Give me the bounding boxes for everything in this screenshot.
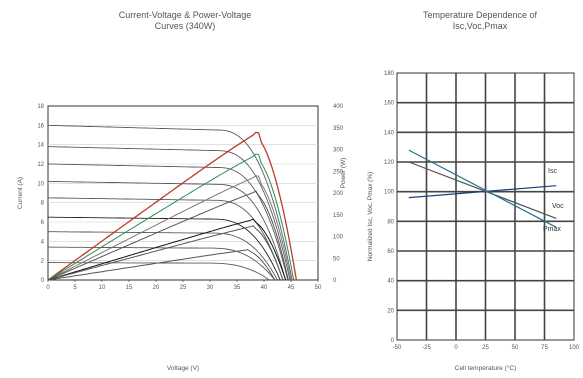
y-tick-label: 0 [391,338,395,344]
series-label-voc: Voc [552,203,564,210]
series-label-pmax: Pmax [543,226,561,233]
y2-tick-label: 400 [333,104,344,110]
x-tick-label: 100 [569,345,580,351]
iv-curve [48,216,281,281]
y2-tick-label: 350 [333,126,344,132]
y-tick-label: 14 [37,143,44,149]
pv-curve [47,249,276,281]
x-axis-label: Cell temperature (°C) [455,364,516,372]
x-tick-label: 75 [541,345,548,351]
y-tick-label: 2 [41,259,45,265]
x-tick-label: 10 [99,285,106,291]
pv-curve [47,153,295,281]
y-tick-label: 4 [41,239,45,245]
y2-tick-label: 100 [333,235,344,241]
y-tick-label: 8 [41,201,45,207]
y-tick-label: 20 [387,308,394,314]
chart-title-temperature: Temperature Dependence of Isc,Voc,Pmax [422,10,538,31]
iv-curve [48,231,278,281]
iv-curve [47,146,291,281]
y2-tick-label: 0 [333,278,337,284]
x-axis-label: Voltage (V) [167,365,199,372]
y-tick-label: 160 [384,101,395,107]
x-tick-label: 5 [73,285,77,291]
y2-axis-label: Power (W) [340,158,347,189]
y2-tick-label: 300 [333,148,344,154]
y-tick-label: 60 [387,249,394,255]
y-tick-label: 18 [37,104,44,110]
y-axis-label: Normalized Isc, Voc, Pmax (%) [367,172,374,262]
y-tick-label: 80 [387,219,394,225]
x-tick-label: 30 [207,285,214,291]
y-axis-label: Current (A) [17,177,24,209]
iv-curve [47,197,284,281]
y2-tick-label: 50 [333,256,340,262]
y-tick-label: 180 [384,71,395,77]
y-tick-label: 10 [37,181,44,187]
y-tick-label: 120 [384,160,395,166]
y-tick-label: 6 [41,220,45,226]
y-tick-label: 100 [384,190,395,196]
iv-curve [47,124,293,281]
series-line-isc [408,185,557,199]
pv-curve [47,190,289,281]
x-tick-label: 35 [234,285,241,291]
pv-curve [47,131,298,281]
x-tick-label: 25 [180,285,187,291]
x-tick-label: -25 [422,345,431,351]
y-tick-label: 0 [41,278,45,284]
pv-curve [47,225,284,281]
pv-curve [47,175,292,281]
y-tick-label: 16 [37,123,44,129]
x-tick-label: 0 [454,345,458,351]
x-tick-label: 25 [482,345,489,351]
x-tick-label: 50 [315,285,322,291]
y-tick-label: 140 [384,130,395,136]
series-line-voc [408,161,557,219]
series-label-isc: Isc [548,168,557,175]
x-tick-label: 45 [288,285,295,291]
y2-tick-label: 250 [333,169,344,175]
y2-tick-label: 150 [333,213,344,219]
x-tick-label: 20 [153,285,160,291]
y-tick-label: 40 [387,279,394,285]
x-tick-label: -50 [393,345,402,351]
x-tick-label: 50 [512,345,519,351]
x-tick-label: 40 [261,285,268,291]
y2-tick-label: 200 [333,191,344,197]
chart-title-iv: Current-Voltage & Power-Voltage Curves (… [118,10,252,31]
pv-curve [47,218,287,281]
y-tick-label: 12 [37,162,44,168]
series-line-pmax [408,149,557,228]
x-tick-label: 0 [46,285,50,291]
iv-curve [47,163,289,281]
x-tick-label: 15 [126,285,133,291]
